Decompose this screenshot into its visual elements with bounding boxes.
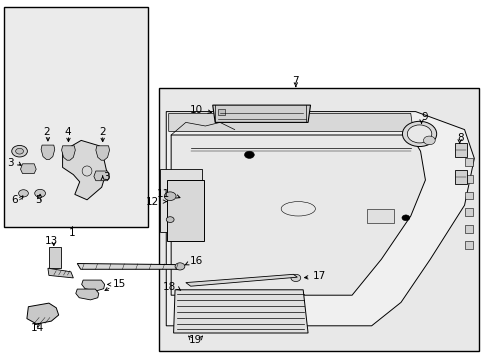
Circle shape <box>164 192 176 201</box>
Circle shape <box>423 136 434 145</box>
Text: 2: 2 <box>43 127 50 138</box>
Bar <box>464 225 472 233</box>
Circle shape <box>407 125 431 143</box>
Polygon shape <box>166 112 473 326</box>
Circle shape <box>16 148 23 154</box>
Polygon shape <box>76 289 99 300</box>
Bar <box>217 109 224 115</box>
Polygon shape <box>77 264 182 269</box>
Polygon shape <box>94 171 109 181</box>
Bar <box>454 170 466 184</box>
Polygon shape <box>81 280 104 291</box>
Bar <box>366 209 393 223</box>
Text: 1: 1 <box>69 228 76 238</box>
Bar <box>454 143 466 157</box>
Text: 3: 3 <box>7 158 14 168</box>
Text: 12: 12 <box>145 197 159 207</box>
Polygon shape <box>185 274 297 286</box>
Bar <box>464 158 472 166</box>
Circle shape <box>19 190 28 197</box>
Bar <box>4 7 148 227</box>
Ellipse shape <box>281 202 315 216</box>
Polygon shape <box>27 303 59 324</box>
Polygon shape <box>20 164 36 174</box>
Circle shape <box>166 217 174 222</box>
Ellipse shape <box>82 166 92 176</box>
Text: 9: 9 <box>421 112 427 122</box>
Bar <box>464 175 472 183</box>
Polygon shape <box>168 113 412 131</box>
Circle shape <box>402 121 436 147</box>
Bar <box>159 88 478 351</box>
Text: 15: 15 <box>112 279 125 289</box>
Text: 5: 5 <box>35 195 41 205</box>
Text: 2: 2 <box>99 127 106 138</box>
Polygon shape <box>62 140 106 200</box>
Polygon shape <box>48 268 73 278</box>
Text: 14: 14 <box>30 323 43 333</box>
Text: 19: 19 <box>188 335 202 345</box>
Text: 18: 18 <box>163 282 176 292</box>
Bar <box>464 192 472 199</box>
Bar <box>167 180 203 241</box>
Text: 7: 7 <box>292 76 299 86</box>
Text: 17: 17 <box>312 271 325 282</box>
Bar <box>464 241 472 249</box>
Text: 6: 6 <box>11 195 18 205</box>
Bar <box>464 208 472 216</box>
Circle shape <box>175 263 184 270</box>
Text: 16: 16 <box>189 256 203 266</box>
Polygon shape <box>173 290 307 333</box>
Bar <box>160 169 202 232</box>
Text: 8: 8 <box>456 132 463 143</box>
Circle shape <box>401 215 409 221</box>
Bar <box>49 247 61 268</box>
Text: 10: 10 <box>189 105 203 115</box>
Polygon shape <box>96 146 109 160</box>
Circle shape <box>290 274 300 282</box>
Polygon shape <box>61 146 75 160</box>
Text: 4: 4 <box>64 127 71 138</box>
Polygon shape <box>171 135 425 295</box>
Text: 11: 11 <box>157 189 170 199</box>
Polygon shape <box>212 105 310 122</box>
Text: 13: 13 <box>44 236 58 246</box>
Circle shape <box>35 189 45 197</box>
Circle shape <box>244 151 254 158</box>
Text: 3: 3 <box>102 172 109 182</box>
Polygon shape <box>41 145 55 159</box>
Circle shape <box>12 145 27 157</box>
